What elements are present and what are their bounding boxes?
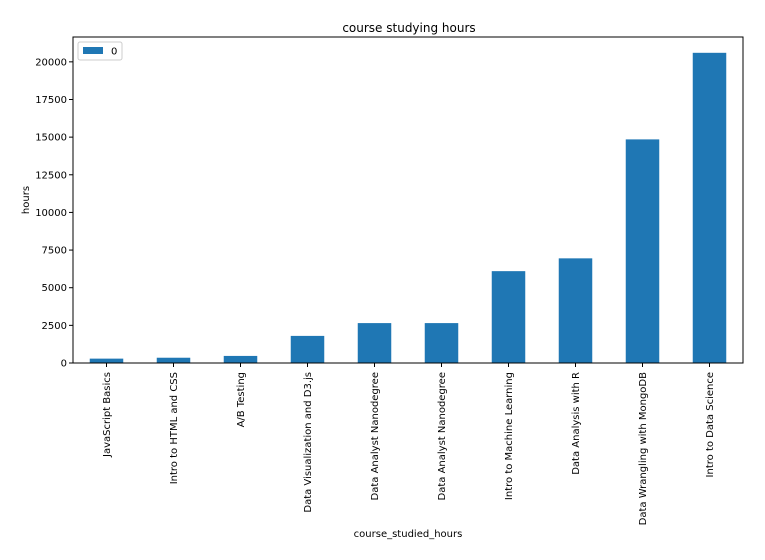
legend: 0 — [77, 41, 123, 61]
x-tick-label: Intro to HTML and CSS — [169, 372, 180, 484]
legend-swatch — [83, 47, 103, 54]
bar — [424, 323, 459, 363]
x-tick-label: Intro to Data Science — [705, 372, 716, 477]
bar — [558, 258, 593, 363]
x-tick-label: Data Analyst Nanodegree — [370, 372, 381, 500]
legend-label: 0 — [111, 47, 117, 58]
x-tick-label: Intro to Machine Learning — [504, 372, 515, 500]
chart-title: course studying hours — [342, 21, 475, 35]
bar — [357, 323, 392, 363]
bar — [290, 335, 325, 363]
y-tick-label: 20000 — [35, 57, 67, 68]
y-tick-label: 12500 — [35, 170, 67, 181]
y-tick-label: 10000 — [35, 208, 67, 219]
bar — [89, 358, 124, 363]
y-tick-label: 7500 — [42, 246, 67, 257]
x-tick-label: A/B Testing — [236, 372, 247, 427]
y-tick-label: 5000 — [42, 283, 67, 294]
y-axis-label: hours — [21, 186, 32, 214]
x-tick-label: Data Wrangling with MongoDB — [638, 372, 649, 525]
x-tick-label: Data Visualization and D3.js — [303, 372, 314, 513]
x-tick-label: Data Analysis with R — [571, 372, 582, 475]
bar — [625, 139, 660, 363]
y-tick-label: 2500 — [42, 321, 67, 332]
x-tick-label: JavaScript Basics — [102, 372, 113, 458]
bar — [223, 355, 258, 363]
y-tick-label: 15000 — [35, 133, 67, 144]
bar — [692, 52, 727, 364]
bar — [491, 271, 526, 363]
x-axis-label: course_studied_hours — [354, 529, 463, 540]
plot-frame — [72, 36, 744, 364]
x-tick-label: Data Analyst Nanodegree — [437, 372, 448, 500]
bar — [156, 357, 191, 363]
y-tick-label: 0 — [61, 359, 67, 370]
y-tick-label: 17500 — [35, 95, 67, 106]
